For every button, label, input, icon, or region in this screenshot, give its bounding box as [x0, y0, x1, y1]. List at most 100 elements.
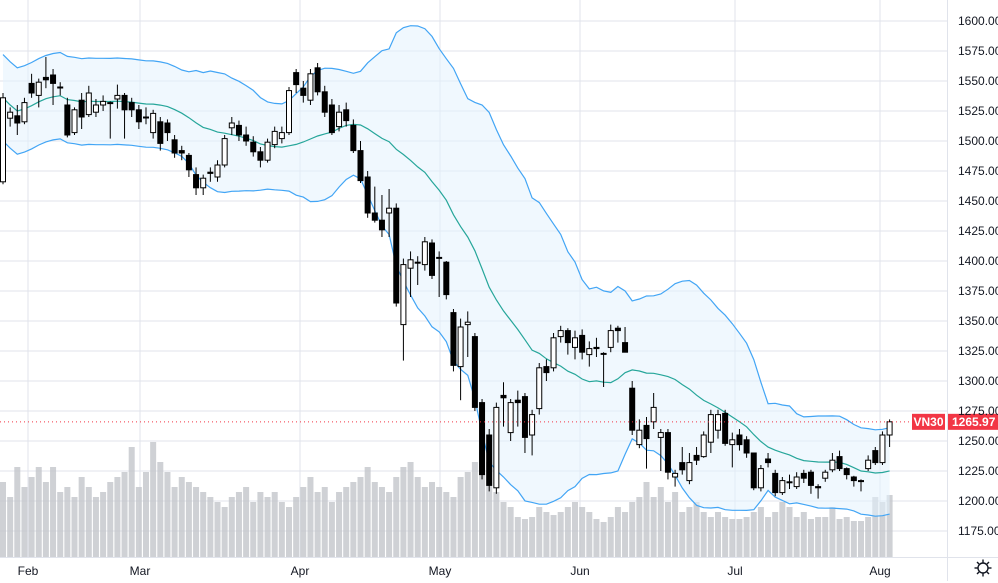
candle: [451, 309, 456, 371]
candle-body: [701, 435, 706, 457]
candle-body: [251, 142, 256, 152]
volume-bar: [472, 462, 478, 557]
candle-body: [101, 101, 106, 105]
candle-body: [93, 105, 98, 112]
candle: [444, 261, 449, 299]
candle-body: [430, 243, 435, 275]
candle-body: [837, 457, 842, 469]
gear-icon[interactable]: [973, 558, 993, 578]
volume-bar: [536, 507, 542, 557]
candle-body: [501, 395, 506, 397]
volume-bar: [179, 477, 185, 557]
candle-body: [708, 415, 713, 443]
candle-body: [444, 262, 449, 294]
y-tick-label: 1525.00: [958, 104, 998, 118]
volume-bar: [215, 502, 221, 557]
candle-body: [322, 92, 327, 112]
volume-bar: [114, 477, 120, 557]
volume-bar: [658, 487, 664, 557]
volume-bar: [43, 482, 49, 557]
candle-body: [272, 131, 277, 144]
candle-body: [637, 430, 642, 444]
volume-bar: [415, 477, 421, 557]
gear-icon-glyph: [973, 558, 993, 578]
candle: [1, 93, 6, 184]
volume-bar: [858, 521, 864, 557]
volume-bar: [207, 497, 213, 557]
candle-body: [408, 260, 413, 268]
candle-body: [1, 98, 6, 182]
volume-bar: [593, 519, 599, 557]
candle: [186, 153, 191, 177]
candle-body: [179, 151, 184, 153]
candle-body: [723, 413, 728, 443]
volume-bar: [779, 502, 785, 557]
candle-body: [730, 440, 735, 445]
volume-bar: [501, 502, 507, 557]
volume-bar: [450, 497, 456, 557]
candle-body: [844, 469, 849, 475]
volume-bar: [265, 497, 271, 557]
candle-body: [43, 77, 48, 79]
volume-bar: [350, 482, 356, 557]
candle-body: [680, 463, 685, 470]
volume-bar: [801, 512, 807, 557]
volume-bar: [422, 487, 428, 557]
y-tick-label: 1475.00: [958, 164, 998, 178]
volume-bar: [272, 492, 278, 557]
candle-body: [801, 473, 806, 478]
volume-bar: [815, 517, 821, 557]
volume-bar: [365, 467, 371, 557]
volume-bar: [300, 487, 306, 557]
volume-bar: [794, 517, 800, 557]
volume-bar: [86, 487, 92, 557]
candle-body: [515, 400, 520, 402]
candle: [880, 431, 885, 465]
volume-bar: [522, 519, 528, 557]
volume-bar: [64, 487, 70, 557]
candle-body: [651, 407, 656, 421]
candle-body: [122, 95, 127, 109]
volume-bar: [100, 492, 106, 557]
candle-body: [315, 68, 320, 92]
volume-bar: [865, 517, 871, 557]
candle: [430, 239, 435, 279]
candle: [773, 470, 778, 496]
volume-bar: [14, 467, 20, 557]
volume-bar: [336, 492, 342, 557]
volume-bar: [622, 512, 628, 557]
x-tick-label: Feb: [18, 564, 39, 578]
candle-body: [615, 328, 620, 330]
candle-body: [573, 338, 578, 348]
candle-body: [201, 178, 206, 188]
candle-body: [508, 403, 513, 433]
x-tick-label: May: [429, 564, 452, 578]
candle: [701, 431, 706, 457]
volume-bar: [629, 502, 635, 557]
candle-body: [265, 142, 270, 160]
candle-body: [687, 463, 692, 481]
y-tick-label: 1450.00: [958, 194, 998, 208]
volume-bar: [322, 487, 328, 557]
volume-bar: [193, 487, 199, 557]
volume-bar: [122, 472, 128, 557]
candle: [394, 203, 399, 306]
candle-body: [337, 112, 342, 126]
candle: [315, 63, 320, 95]
volume-bar: [307, 477, 313, 557]
candle-body: [129, 103, 134, 110]
candle-body: [766, 459, 771, 463]
candle-body: [851, 477, 856, 481]
candle-body: [665, 433, 670, 473]
candle-body: [36, 82, 41, 95]
volume-bar: [636, 497, 642, 557]
volume-bar: [651, 497, 657, 557]
volume-bar: [644, 482, 650, 557]
candle-body: [580, 335, 585, 352]
candle-body: [215, 165, 220, 177]
candle-body: [594, 347, 599, 348]
y-tick-label: 1425.00: [958, 224, 998, 238]
volume-bar: [243, 487, 249, 557]
